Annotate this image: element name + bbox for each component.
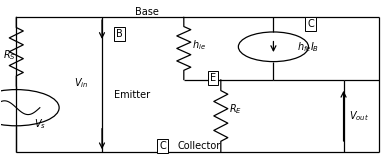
Text: C: C	[307, 19, 314, 29]
Text: $R_E$: $R_E$	[229, 102, 242, 116]
Text: $h_{ie}$: $h_{ie}$	[192, 38, 206, 52]
Text: $h_{fe} I_B$: $h_{fe} I_B$	[297, 40, 319, 54]
Text: Collector: Collector	[178, 141, 221, 151]
Text: Emitter: Emitter	[114, 89, 150, 100]
Text: $R_S$: $R_S$	[3, 48, 16, 62]
Text: B: B	[116, 29, 123, 39]
Text: C: C	[159, 141, 166, 151]
Text: Base: Base	[135, 7, 159, 17]
Text: E: E	[210, 73, 216, 83]
Text: $V_s$: $V_s$	[34, 117, 46, 131]
Text: $V_{in}$: $V_{in}$	[74, 76, 88, 90]
Text: $V_{out}$: $V_{out}$	[350, 109, 369, 123]
